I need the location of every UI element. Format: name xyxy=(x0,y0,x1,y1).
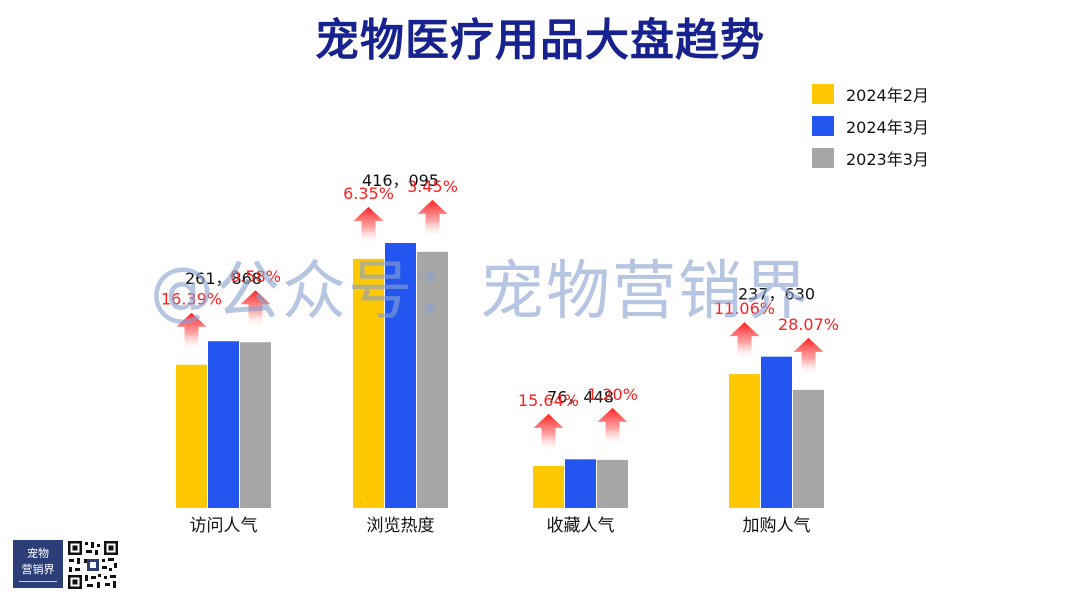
bar-1-2 xyxy=(417,251,448,508)
legend: 2024年2月 2024年3月 2023年3月 xyxy=(812,78,929,174)
value-label-0: 261，868 xyxy=(185,269,262,288)
category-label-3: 加购人气 xyxy=(743,516,811,536)
growth-label-1-1: 3.45% xyxy=(407,177,458,196)
bar-2-1 xyxy=(565,459,596,508)
up-arrow-icon xyxy=(417,199,448,238)
growth-label-2-0: 15.64% xyxy=(518,391,579,410)
up-arrow-icon xyxy=(176,312,207,351)
bar-1-1 xyxy=(385,243,416,508)
growth-label-0-1: 0.58% xyxy=(230,267,281,286)
legend-swatch-mar2024 xyxy=(812,116,834,136)
up-arrow-icon xyxy=(793,337,824,376)
growth-label-0-0: 16.39% xyxy=(161,290,222,309)
legend-item-mar2024: 2024年3月 xyxy=(812,110,929,142)
bar-3-0 xyxy=(729,374,760,508)
growth-label-2-1: 1.20% xyxy=(587,385,638,404)
growth-label-3-1: 28.07% xyxy=(778,315,839,334)
bar-3-1 xyxy=(761,356,792,508)
up-arrow-icon xyxy=(240,290,271,329)
category-label-0: 访问人气 xyxy=(190,516,258,536)
badge-underline xyxy=(19,581,57,582)
up-arrow-icon xyxy=(533,413,564,452)
category-label-1: 浏览热度 xyxy=(367,516,435,536)
legend-item-feb2024: 2024年2月 xyxy=(812,78,929,110)
value-label-1: 416，095 xyxy=(362,171,439,190)
legend-item-mar2023: 2023年3月 xyxy=(812,142,929,174)
watermark-text: @公众号：宠物营销界 xyxy=(150,255,810,329)
legend-swatch-mar2023 xyxy=(812,148,834,168)
brand-logo-badge: 宠物 营销界 xyxy=(13,540,63,588)
bar-1-0 xyxy=(353,258,384,508)
legend-label-feb2024: 2024年2月 xyxy=(846,86,929,105)
badge-line-1: 宠物 xyxy=(27,547,49,560)
bar-0-0 xyxy=(176,364,207,508)
bar-2-0 xyxy=(533,465,564,508)
value-label-3: 237，630 xyxy=(738,285,815,304)
growth-label-1-0: 6.35% xyxy=(343,184,394,203)
up-arrow-icon xyxy=(729,322,760,361)
chart-title: 宠物医疗用品大盘趋势 xyxy=(315,15,765,66)
legend-swatch-feb2024 xyxy=(812,84,834,104)
legend-label-mar2023: 2023年3月 xyxy=(846,150,929,169)
value-label-2: 76，448 xyxy=(547,387,614,406)
up-arrow-icon xyxy=(597,407,628,446)
bar-0-2 xyxy=(240,342,271,508)
qr-code-icon xyxy=(67,540,119,590)
legend-label-mar2024: 2024年3月 xyxy=(846,118,929,137)
bar-3-2 xyxy=(793,389,824,508)
category-label-2: 收藏人气 xyxy=(547,516,615,536)
bar-2-2 xyxy=(597,459,628,508)
growth-label-3-0: 11.06% xyxy=(714,299,775,318)
up-arrow-icon xyxy=(353,206,384,245)
bar-0-1 xyxy=(208,341,239,508)
badge-line-2: 营销界 xyxy=(21,563,55,576)
